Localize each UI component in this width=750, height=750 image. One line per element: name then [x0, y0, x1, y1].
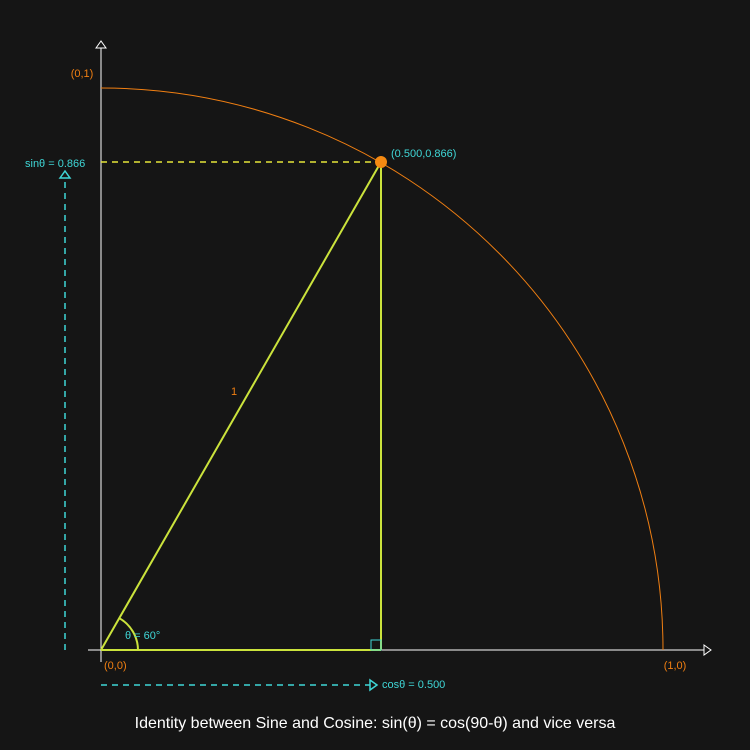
y-unit-label: (0,1): [71, 68, 94, 80]
angle-arc: [118, 617, 139, 651]
sin-label: sinθ = 0.866: [25, 158, 85, 170]
angle-label: θ = 60°: [125, 630, 160, 642]
point: [375, 156, 387, 168]
hypotenuse: [100, 161, 382, 651]
y-axis-arrow: [95, 40, 107, 49]
x-axis-arrow: [703, 644, 712, 656]
point-label: (0.500,0.866): [391, 148, 456, 160]
caption: Identity between Sine and Cosine: sin(θ)…: [135, 715, 616, 732]
origin-label: (0,0): [104, 660, 127, 672]
sin-arrow: [58, 169, 72, 179]
right-angle: [370, 639, 382, 651]
cos-label: cosθ = 0.500: [382, 679, 445, 691]
x-unit-label: (1,0): [664, 660, 687, 672]
unit-arc: [100, 87, 664, 651]
cos-arrow: [369, 678, 379, 692]
hypotenuse-label: 1: [231, 386, 237, 398]
